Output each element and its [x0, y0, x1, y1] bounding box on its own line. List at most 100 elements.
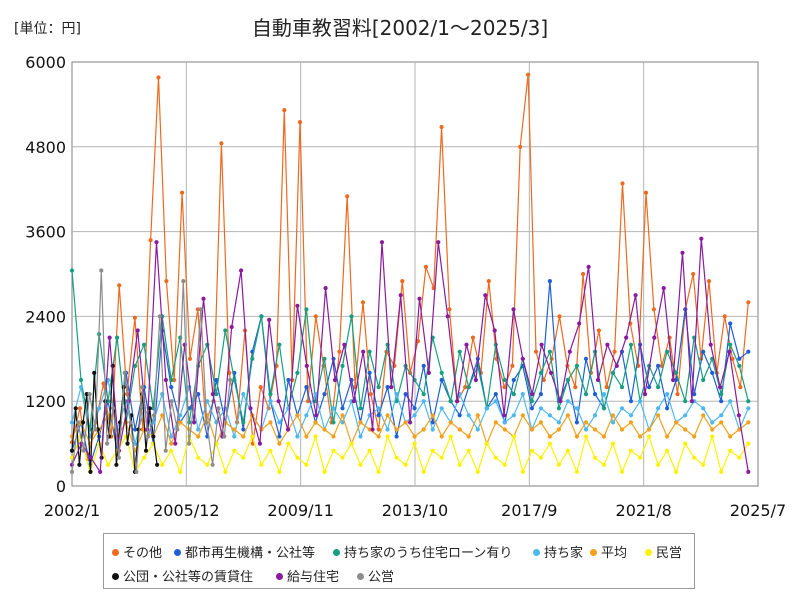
data-point [457, 427, 462, 432]
legend-label: 民営 [656, 546, 683, 561]
data-point [574, 434, 580, 439]
data-point [198, 307, 203, 312]
data-point [728, 448, 733, 453]
data-point [88, 469, 93, 474]
data-point [605, 342, 610, 347]
data-point [69, 469, 75, 474]
data-point [69, 448, 75, 453]
data-point [556, 406, 562, 411]
data-point [656, 363, 661, 368]
data-point [592, 455, 598, 460]
data-point [466, 385, 471, 390]
data-point [304, 434, 309, 439]
data-point [719, 399, 724, 404]
data-point [135, 328, 140, 333]
data-point [574, 363, 580, 368]
data-point [277, 441, 282, 446]
y-tick-label: 6000 [25, 53, 66, 72]
data-point [691, 271, 696, 277]
data-point [295, 455, 300, 460]
data-point [518, 144, 523, 149]
data-point [661, 286, 666, 291]
data-point [157, 314, 162, 319]
data-point [322, 392, 327, 397]
data-point [706, 279, 712, 284]
data-point [385, 434, 390, 439]
data-point [737, 363, 742, 368]
data-point [430, 413, 435, 418]
data-point [430, 427, 435, 432]
data-point [304, 462, 309, 467]
data-point [412, 441, 417, 446]
data-point [304, 363, 309, 368]
data-point [592, 427, 598, 432]
data-point [665, 349, 670, 354]
data-point [547, 413, 553, 418]
data-point [595, 377, 601, 383]
data-point [421, 392, 426, 397]
data-point [385, 385, 390, 390]
data-point [140, 385, 145, 390]
data-point [581, 271, 586, 277]
data-point [181, 279, 186, 284]
data-point [737, 427, 742, 432]
data-point [340, 363, 345, 368]
data-point [358, 406, 363, 411]
data-point [610, 370, 616, 375]
data-point [665, 448, 670, 453]
data-point [746, 300, 751, 305]
data-point [463, 385, 468, 390]
data-point [638, 455, 643, 460]
data-point [689, 399, 695, 404]
data-point [683, 427, 688, 432]
data-point [638, 434, 643, 439]
data-point [358, 434, 363, 439]
data-point [665, 406, 670, 411]
data-point [192, 420, 197, 425]
data-point [114, 462, 119, 467]
data-point [412, 434, 417, 439]
data-point [601, 392, 607, 397]
data-point [192, 392, 198, 397]
data-point [376, 406, 381, 411]
data-point [538, 406, 544, 411]
data-point [610, 413, 616, 418]
data-point [77, 406, 82, 411]
data-point [160, 413, 165, 418]
data-point [556, 427, 562, 432]
data-point [169, 399, 174, 404]
data-point [400, 279, 405, 284]
data-point [439, 124, 444, 130]
data-point [510, 363, 515, 368]
data-point [276, 399, 281, 404]
data-point [529, 448, 535, 453]
data-point [133, 427, 138, 432]
data-point [746, 406, 751, 411]
data-point [417, 296, 422, 301]
data-point [205, 462, 210, 467]
data-point [692, 434, 697, 439]
data-point [69, 268, 75, 273]
data-point [258, 385, 263, 390]
data-point [136, 427, 141, 432]
data-point [430, 448, 435, 453]
data-point [699, 236, 704, 241]
data-point [172, 377, 177, 383]
data-point [228, 377, 233, 383]
data-point [710, 370, 715, 375]
data-point [426, 370, 431, 375]
legend-label: 持ち家のうち住宅ローン有り [344, 546, 513, 561]
data-point [610, 441, 616, 446]
data-point [692, 392, 697, 397]
legend-marker [590, 549, 597, 556]
data-point [466, 413, 471, 418]
data-point [583, 427, 589, 432]
data-point [728, 342, 733, 347]
data-point [596, 328, 602, 333]
data-point [604, 385, 609, 390]
data-point [268, 420, 273, 425]
data-point [710, 420, 715, 425]
data-point [728, 434, 733, 439]
data-point [376, 427, 381, 432]
data-point [128, 420, 133, 425]
